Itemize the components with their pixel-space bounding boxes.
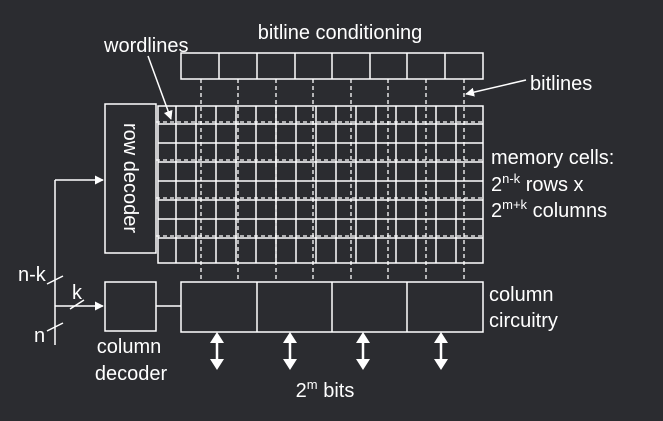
memory-cell-array bbox=[157, 105, 484, 264]
k-label: k bbox=[72, 282, 83, 304]
arrow-head-down bbox=[356, 359, 370, 370]
data-io-arrows bbox=[210, 332, 448, 370]
n-minus-k-label: n-k bbox=[18, 264, 47, 286]
column-decoder-label-line1: column bbox=[97, 336, 161, 358]
column-circuitry-block bbox=[180, 281, 484, 333]
bitline-conditioning-block bbox=[180, 52, 484, 80]
memory-cells-columns: 2m+k columns bbox=[491, 197, 607, 222]
arrow-head-down bbox=[283, 359, 297, 370]
wordlines-dashed bbox=[156, 121, 483, 237]
bus-slash-n bbox=[46, 322, 64, 332]
bidirectional-arrow-icon bbox=[283, 332, 297, 370]
row-decoder-block bbox=[104, 103, 157, 254]
wordlines-pointer-arrow bbox=[147, 55, 173, 120]
bitlines-label: bitlines bbox=[530, 73, 592, 95]
memory-cells-title: memory cells: bbox=[491, 147, 614, 169]
row-decoder-label: row decoder bbox=[119, 123, 141, 233]
column-circuitry-label-line2: circuitry bbox=[489, 310, 558, 332]
arrow-head-up bbox=[283, 332, 297, 343]
bitlines-dashed bbox=[200, 79, 465, 282]
arrow-head-up bbox=[356, 332, 370, 343]
bidirectional-arrow-icon bbox=[356, 332, 370, 370]
bus-slash-k bbox=[69, 299, 85, 310]
arrow-head-down bbox=[210, 359, 224, 370]
arrow-head-up bbox=[210, 332, 224, 343]
bus-slash-n-k bbox=[46, 275, 64, 285]
wordlines-label: wordlines bbox=[103, 35, 188, 57]
address-input-wiring bbox=[46, 175, 104, 345]
bitline-conditioning-label: bitline conditioning bbox=[258, 22, 423, 44]
bits-label: 2m bits bbox=[296, 377, 355, 402]
column-circuitry-label-line1: column bbox=[489, 284, 553, 306]
column-decoder-label-line2: decoder bbox=[95, 363, 168, 385]
n-label: n bbox=[34, 325, 45, 347]
bitlines-pointer-arrow bbox=[465, 79, 527, 97]
arrow-head-up bbox=[434, 332, 448, 343]
bidirectional-arrow-icon bbox=[434, 332, 448, 370]
arrow-head-down bbox=[434, 359, 448, 370]
column-decoder-block bbox=[104, 281, 157, 332]
memory-cells-rows: 2n-k rows x bbox=[491, 171, 584, 196]
bidirectional-arrow-icon bbox=[210, 332, 224, 370]
